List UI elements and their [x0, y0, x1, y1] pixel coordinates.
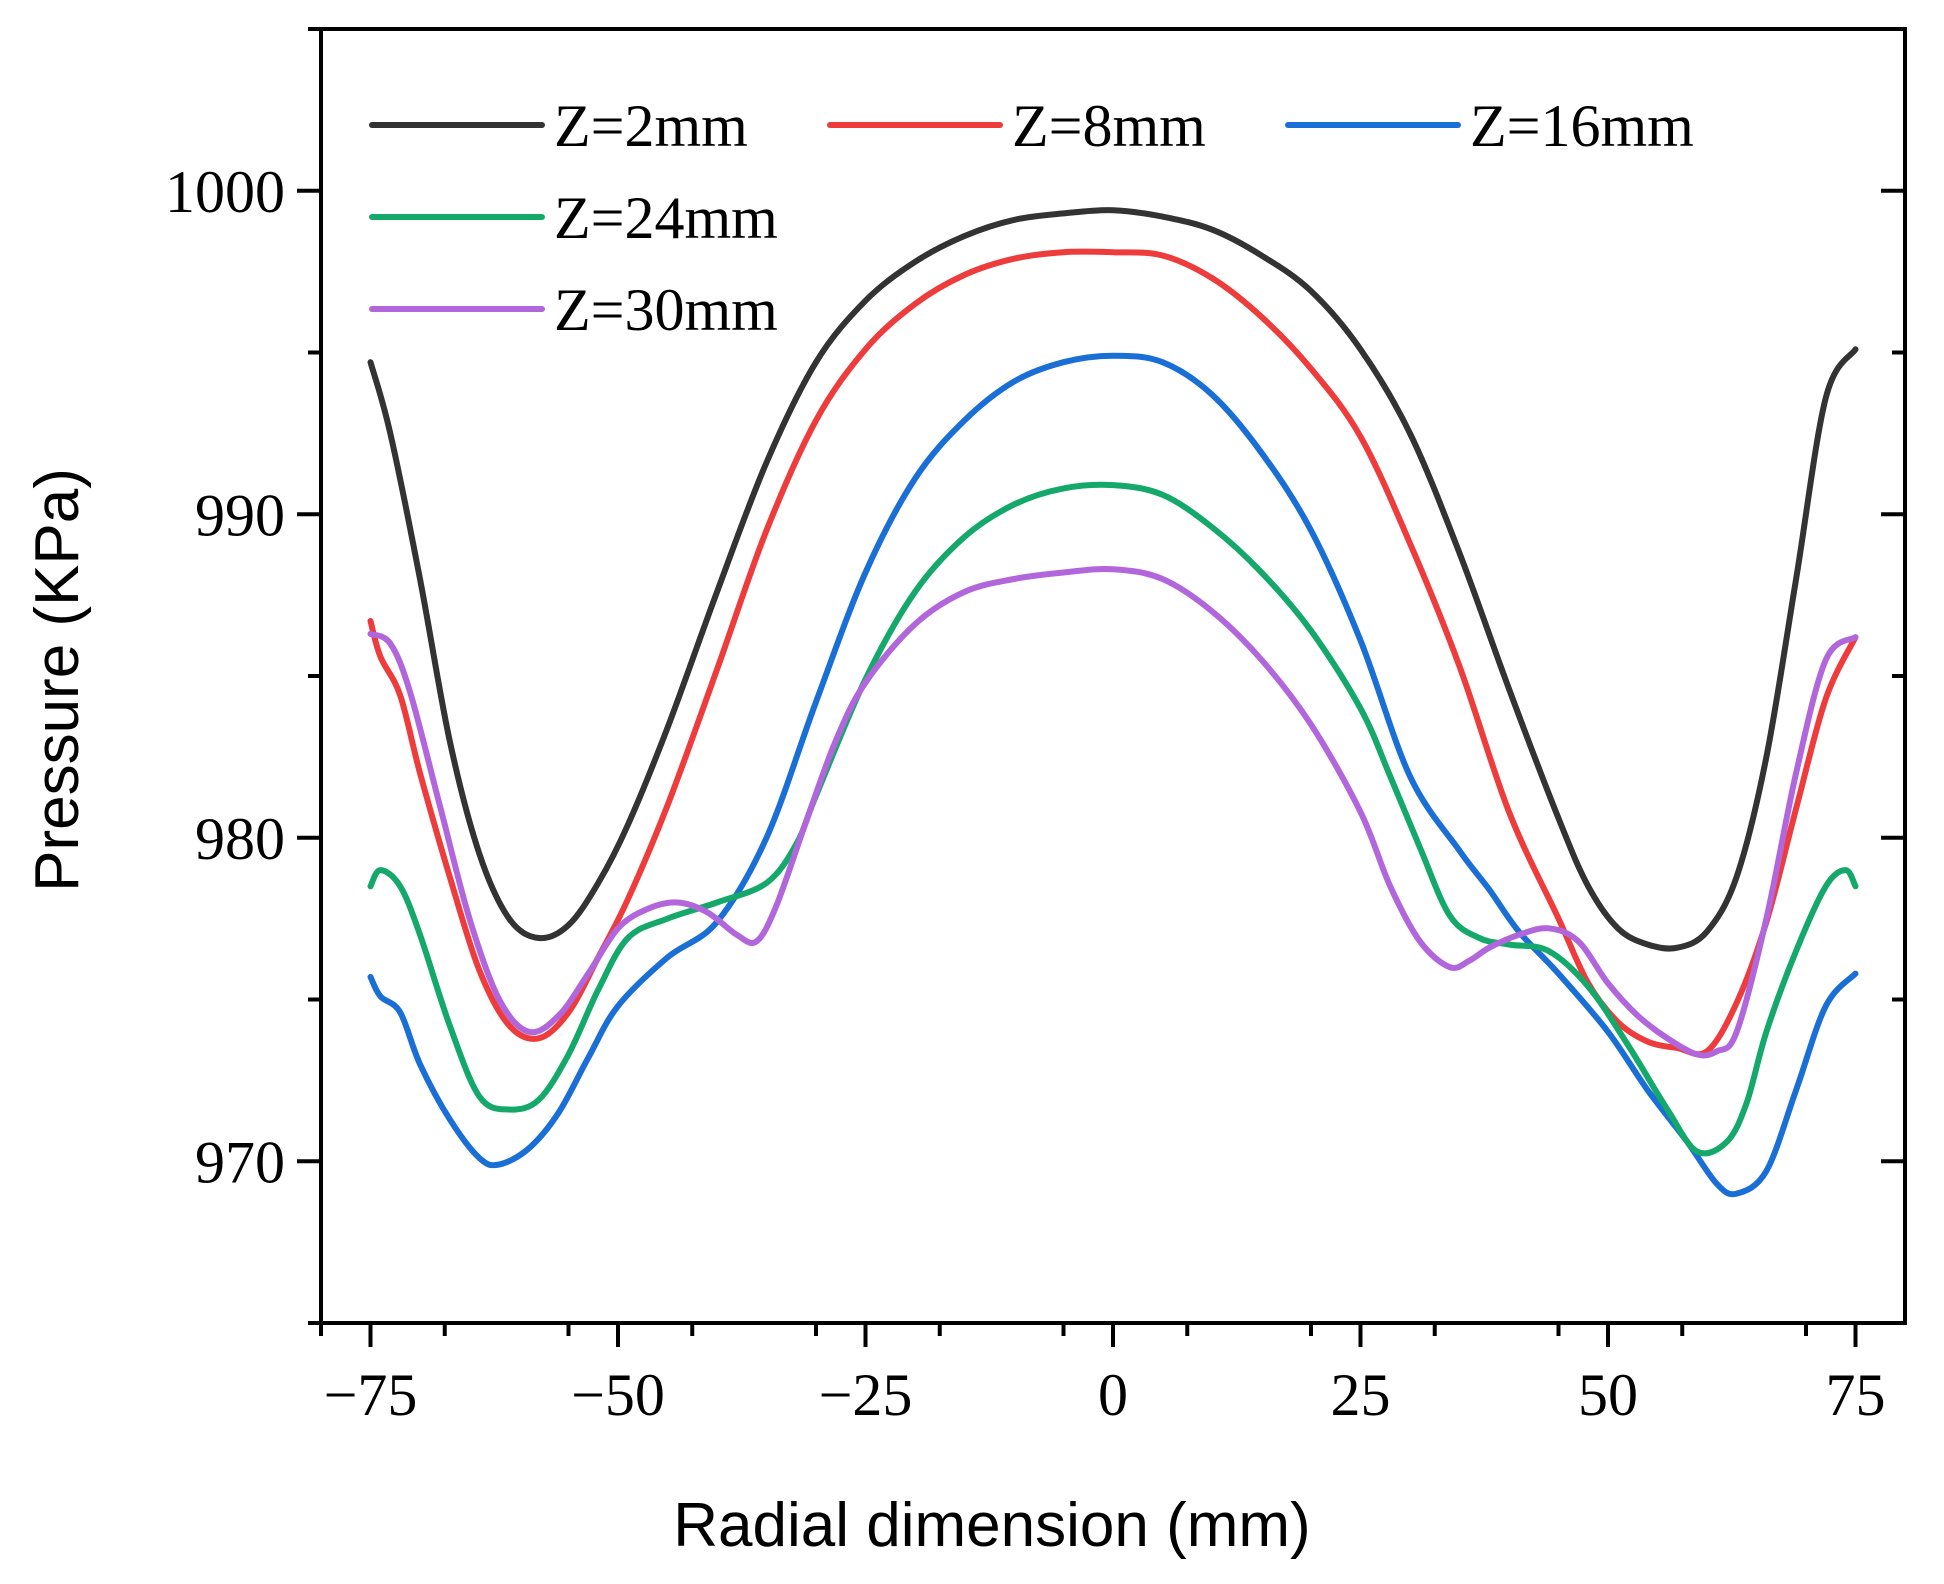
series-line-3 — [367, 481, 1859, 1157]
legend-label-3: Z=24mm — [554, 185, 778, 251]
legend: Z=2mm Z=8mm Z=16mm Z=24mm Z=30mm — [369, 93, 1694, 343]
series-line-0 — [367, 207, 1859, 952]
series-layer — [367, 207, 1859, 1198]
legend-label-2: Z=16mm — [1470, 93, 1694, 159]
tick-layer: −75 −50 −25 0 25 50 75 970 980 990 1000 — [165, 27, 1905, 1428]
x-tick-label: −25 — [819, 1362, 913, 1428]
series-line-1 — [367, 248, 1859, 1058]
x-tick-label: 25 — [1331, 1362, 1391, 1428]
y-axis-title: Pressure (KPa) — [23, 468, 92, 892]
x-tick-label: 75 — [1826, 1362, 1886, 1428]
y-tick-label: 970 — [195, 1129, 285, 1195]
series-line-2 — [367, 352, 1859, 1198]
x-axis-title: Radial dimension (mm) — [673, 1491, 1310, 1560]
series-line-4 — [367, 565, 1859, 1059]
y-tick-label: 990 — [195, 482, 285, 548]
y-tick-label: 1000 — [165, 159, 285, 225]
x-tick-label: 50 — [1578, 1362, 1638, 1428]
legend-label-1: Z=8mm — [1012, 93, 1206, 159]
x-tick-label: −50 — [571, 1362, 665, 1428]
legend-label-0: Z=2mm — [554, 93, 748, 159]
x-tick-label: 0 — [1098, 1362, 1128, 1428]
y-tick-label: 980 — [195, 806, 285, 872]
legend-label-4: Z=30mm — [554, 277, 778, 343]
x-tick-label: −75 — [324, 1362, 418, 1428]
